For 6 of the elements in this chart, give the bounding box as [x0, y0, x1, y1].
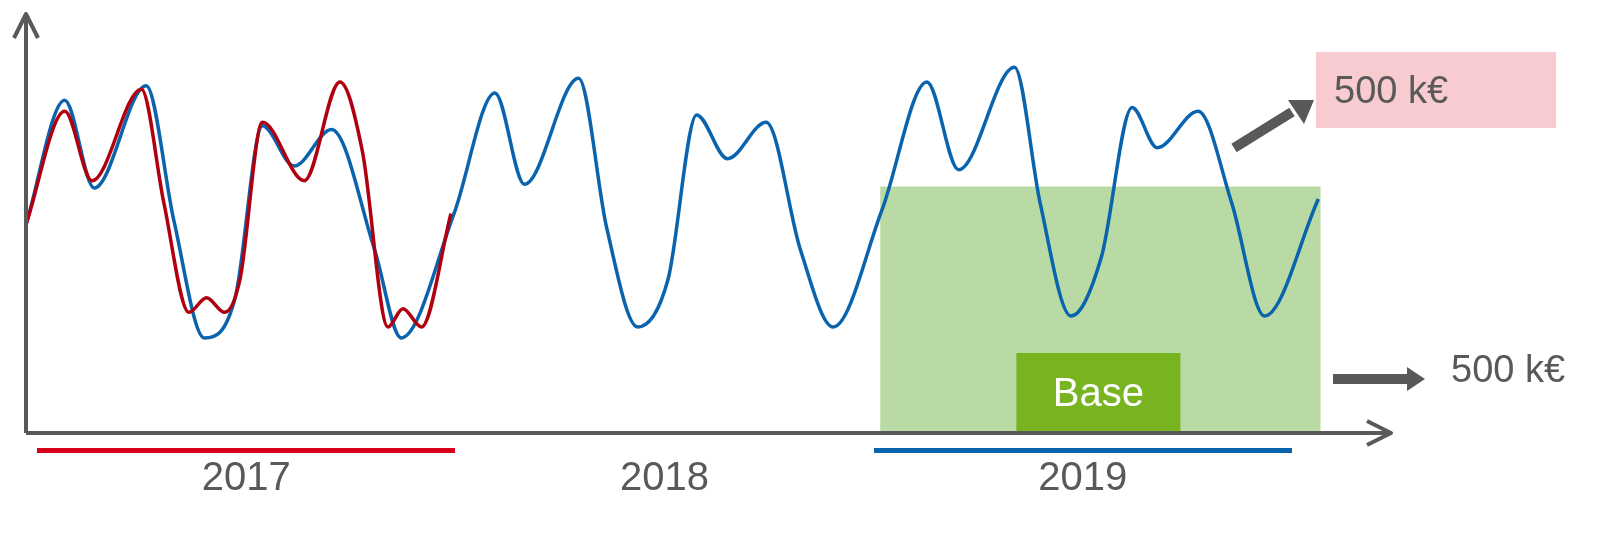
text: 500 k€: [1451, 348, 1566, 391]
band-label: Base: [1052, 370, 1144, 415]
x-tick-label: 2019: [1038, 454, 1128, 499]
x-tick-label: 2018: [619, 454, 709, 499]
note-box: 500 k€: [1316, 52, 1556, 128]
x-tick-label: 2017: [201, 454, 291, 499]
